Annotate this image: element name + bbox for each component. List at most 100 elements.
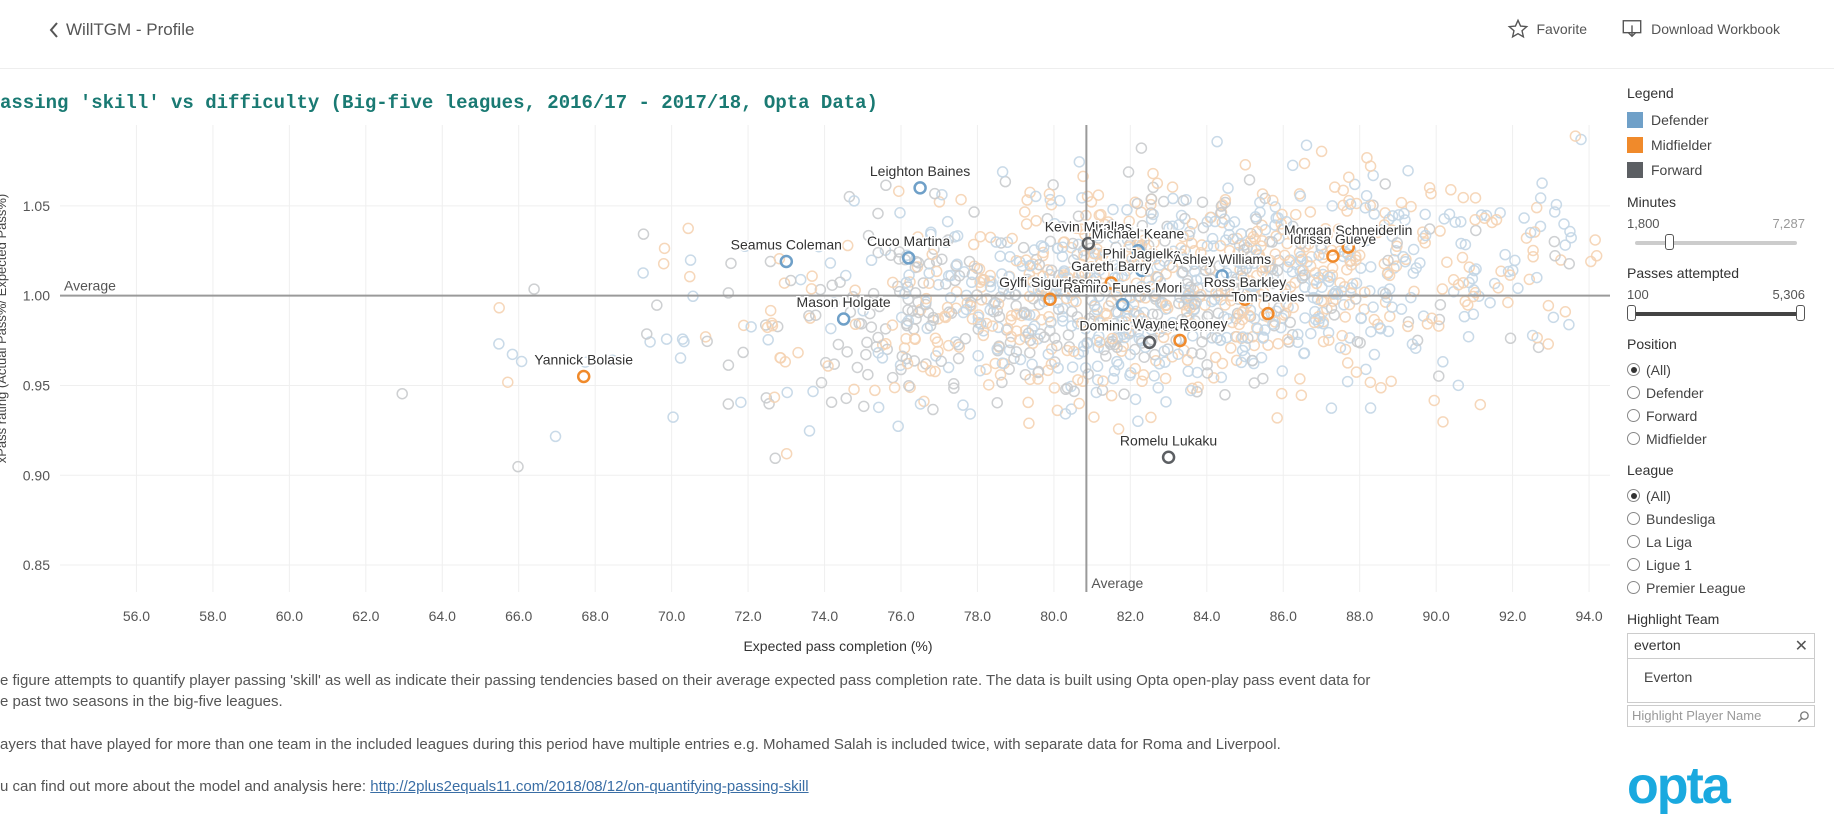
background-point <box>1386 301 1398 313</box>
legend-label: Forward <box>1651 161 1703 178</box>
background-point <box>1145 213 1158 225</box>
download-workbook-button[interactable]: Download Workbook <box>1621 18 1780 40</box>
background-point <box>1350 250 1362 263</box>
league-option-ligue-1[interactable]: Ligue 1 <box>1627 553 1827 576</box>
scatter-chart[interactable]: Average Average 56.0 58.0 60.0 62.0 64.0 66.0 68… <box>0 115 1610 655</box>
background-point <box>893 285 906 298</box>
minutes-slider[interactable] <box>1627 231 1805 253</box>
radio <box>1627 409 1640 422</box>
background-point <box>840 269 852 282</box>
league-option-bundesliga[interactable]: Bundesliga <box>1627 507 1827 530</box>
background-point <box>848 383 860 396</box>
background-point <box>1240 262 1253 275</box>
background-point <box>1559 239 1571 251</box>
player-point <box>1341 240 1355 254</box>
background-point <box>1088 411 1100 423</box>
background-point <box>1339 343 1352 356</box>
background-point <box>806 270 818 282</box>
passes-slider-handle-max[interactable] <box>1796 305 1805 321</box>
background-point <box>1172 348 1184 360</box>
league-option-premier-league[interactable]: Premier League <box>1627 576 1827 599</box>
background-point <box>1470 224 1482 237</box>
background-point <box>1101 259 1113 272</box>
minutes-slider-handle[interactable] <box>1665 234 1674 250</box>
defender-swatch <box>1627 111 1643 128</box>
background-point <box>1267 194 1279 207</box>
background-point <box>1048 382 1061 394</box>
highlight-player-input[interactable]: Highlight Player Name <box>1627 705 1815 727</box>
background-point <box>927 403 939 416</box>
favorite-button[interactable]: Favorite <box>1507 18 1587 40</box>
passes-slider-handle-min[interactable] <box>1627 305 1636 321</box>
background-point <box>1158 255 1171 267</box>
radio <box>1627 581 1640 594</box>
position-option-midfielder[interactable]: Midfielder <box>1627 427 1827 450</box>
highlight-team-input[interactable]: everton ✕ <box>1627 633 1815 659</box>
background-point <box>1158 345 1171 357</box>
background-point <box>822 360 834 372</box>
background-point <box>1056 250 1069 263</box>
background-point <box>1244 275 1257 287</box>
background-point <box>996 268 1008 280</box>
legend-item-midfielder[interactable]: Midfielder <box>1627 132 1827 157</box>
background-point <box>1145 411 1157 424</box>
position-title: Position <box>1627 336 1677 352</box>
passes-slider[interactable] <box>1627 302 1805 324</box>
background-point <box>1443 208 1456 220</box>
article-link[interactable]: http://2plus2equals11.com/2018/08/12/on-… <box>370 778 809 795</box>
background-point <box>1188 245 1200 257</box>
background-point <box>1322 326 1335 339</box>
background-point <box>1152 271 1164 284</box>
player-label: Ross Barkley <box>1204 274 1286 290</box>
team-option-everton[interactable]: Everton <box>1644 669 1693 685</box>
league-option-all[interactable]: (All) <box>1627 484 1827 507</box>
highlight-team-title: Highlight Team <box>1627 611 1720 627</box>
position-option-all[interactable]: (All) <box>1627 358 1827 381</box>
background-point <box>1129 362 1141 375</box>
background-point <box>942 361 955 374</box>
background-point <box>1057 315 1069 327</box>
background-point <box>903 379 915 392</box>
legend-item-forward[interactable]: Forward <box>1627 157 1827 182</box>
description-paragraph-2: ayers that have played for more than one… <box>0 736 1281 753</box>
background-point <box>1130 305 1142 318</box>
background-point <box>1214 240 1227 252</box>
background-point <box>1527 251 1539 263</box>
background-point <box>963 255 976 268</box>
background-point <box>888 381 901 394</box>
background-point <box>991 396 1003 409</box>
background-point <box>1296 272 1308 284</box>
position-option-defender[interactable]: Defender <box>1627 381 1827 404</box>
radio <box>1627 386 1640 399</box>
background-point <box>840 392 852 405</box>
highlight-player-placeholder: Highlight Player Name <box>1632 708 1762 723</box>
background-point <box>951 230 964 242</box>
background-point <box>1106 219 1118 231</box>
background-point <box>993 340 1005 352</box>
background-point <box>1093 330 1105 343</box>
background-point <box>684 270 696 283</box>
position-option-forward[interactable]: Forward <box>1627 404 1827 427</box>
league-option-la-liga[interactable]: La Liga <box>1627 530 1827 553</box>
background-point <box>1258 286 1270 299</box>
background-point <box>1478 212 1491 224</box>
background-point <box>1177 195 1190 207</box>
clear-icon[interactable]: ✕ <box>1794 638 1808 655</box>
background-point <box>939 278 952 290</box>
background-point <box>1402 164 1414 177</box>
background-point <box>1150 253 1162 265</box>
background-point <box>1328 309 1341 321</box>
background-point <box>1189 315 1201 327</box>
background-point <box>901 319 913 332</box>
background-point <box>977 325 990 337</box>
back-link[interactable]: WillTGM - Profile <box>48 20 194 40</box>
background-point <box>942 234 954 246</box>
background-point <box>1079 268 1091 280</box>
background-point <box>1271 264 1284 277</box>
background-point <box>1343 171 1355 183</box>
background-point <box>1542 299 1555 312</box>
background-point <box>1094 336 1106 348</box>
background-point <box>980 317 993 330</box>
legend-item-defender[interactable]: Defender <box>1627 107 1827 132</box>
background-point <box>759 319 772 331</box>
